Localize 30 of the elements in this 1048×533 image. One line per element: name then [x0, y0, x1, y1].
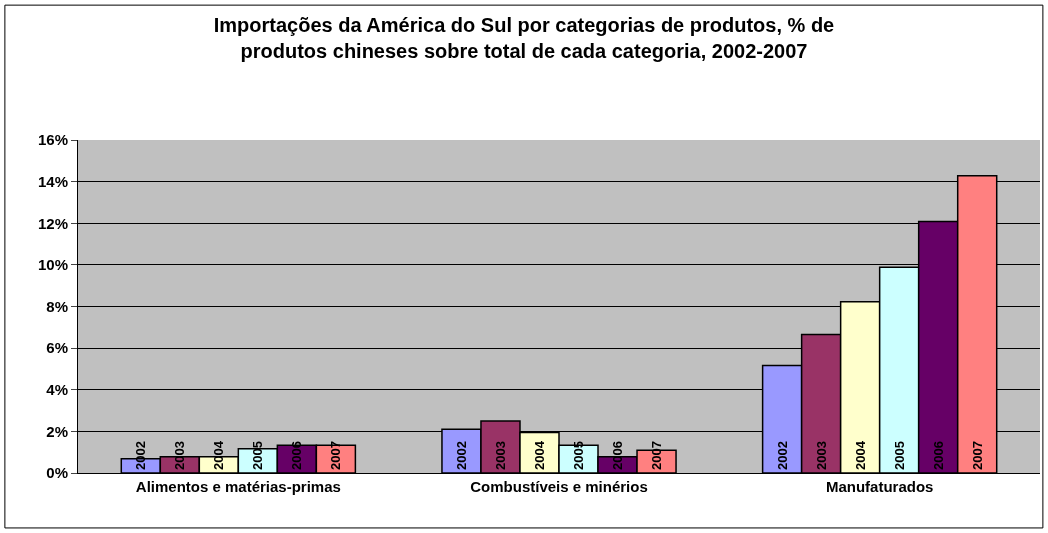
chart-title: Importações da América do Sul por categorias de produtos, % de produtos chineses sobre total de cada categoria, 2002-2007 — [213, 13, 835, 62]
text: 2004 — [531, 441, 547, 470]
x-tick-label: Alimentos e matérias-primas — [135, 478, 341, 495]
text: 2005 — [891, 441, 907, 470]
y-tick-label: 8% — [46, 297, 68, 315]
series-label: 2005 — [250, 441, 266, 470]
y-tick-label: 12% — [37, 214, 68, 232]
y-tick-label: 0% — [46, 464, 68, 482]
y-tick-label: 6% — [46, 339, 68, 357]
text: 2005 — [571, 441, 587, 470]
x-tick-label: Manufaturados — [825, 478, 934, 495]
text: 2003 — [172, 441, 188, 470]
y-tick-label: 14% — [37, 172, 68, 190]
y-tick-label: 2% — [46, 422, 68, 440]
text: 2002 — [453, 441, 469, 470]
text: 2006 — [289, 441, 305, 470]
text: 2002 — [133, 441, 149, 470]
x-tick-label: Combustíveis e minérios — [470, 478, 648, 495]
text: 2004 — [852, 441, 868, 470]
text: 2007 — [969, 441, 985, 470]
series-label: 2007 — [328, 441, 344, 470]
y-tick-label: 4% — [46, 381, 68, 398]
text: 2004 — [211, 440, 227, 470]
text: 2003 — [492, 441, 508, 470]
y-tick-label: 16% — [37, 131, 68, 149]
text: 2003 — [813, 441, 829, 470]
y-tick-label: 10% — [37, 256, 68, 274]
text: 2006 — [610, 441, 626, 470]
text: 2002 — [774, 441, 790, 470]
text: 2006 — [930, 441, 946, 470]
